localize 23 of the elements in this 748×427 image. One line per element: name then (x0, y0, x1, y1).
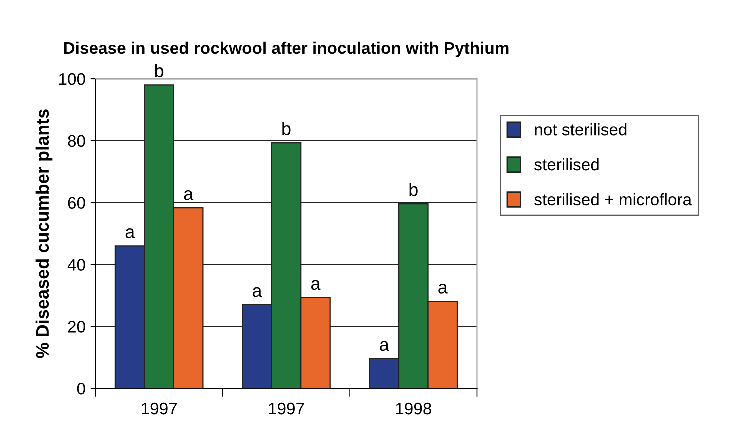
data-label: a (252, 287, 262, 298)
legend-label: sterilised + microflora (534, 193, 692, 206)
data-label: a (184, 190, 194, 200)
y-tick-label: 40 (68, 259, 86, 271)
data-label: a (438, 284, 448, 294)
data-label: b (282, 122, 291, 136)
y-axis-title: % Diseased cucumber plants (36, 110, 53, 358)
chart-title: Disease in used rockwool after inoculation with Pythium (64, 42, 509, 58)
y-tick-label: 0 (77, 382, 86, 395)
legend-label: not sterilised (535, 123, 627, 136)
data-label: a (126, 228, 136, 238)
legend-label: sterilised (534, 158, 599, 171)
y-tick-label: 80 (68, 135, 86, 148)
x-tick-label: 1997 (142, 402, 178, 415)
data-label: a (311, 280, 321, 290)
y-tick-label: 60 (68, 197, 86, 210)
data-label: b (410, 183, 418, 196)
y-tick-label: 20 (68, 321, 86, 333)
data-label: a (380, 341, 390, 352)
x-tick-label: 1997 (269, 402, 304, 415)
y-tick-label: 100 (59, 73, 86, 86)
x-tick-label: 1998 (396, 402, 432, 415)
data-label: b (155, 64, 164, 78)
